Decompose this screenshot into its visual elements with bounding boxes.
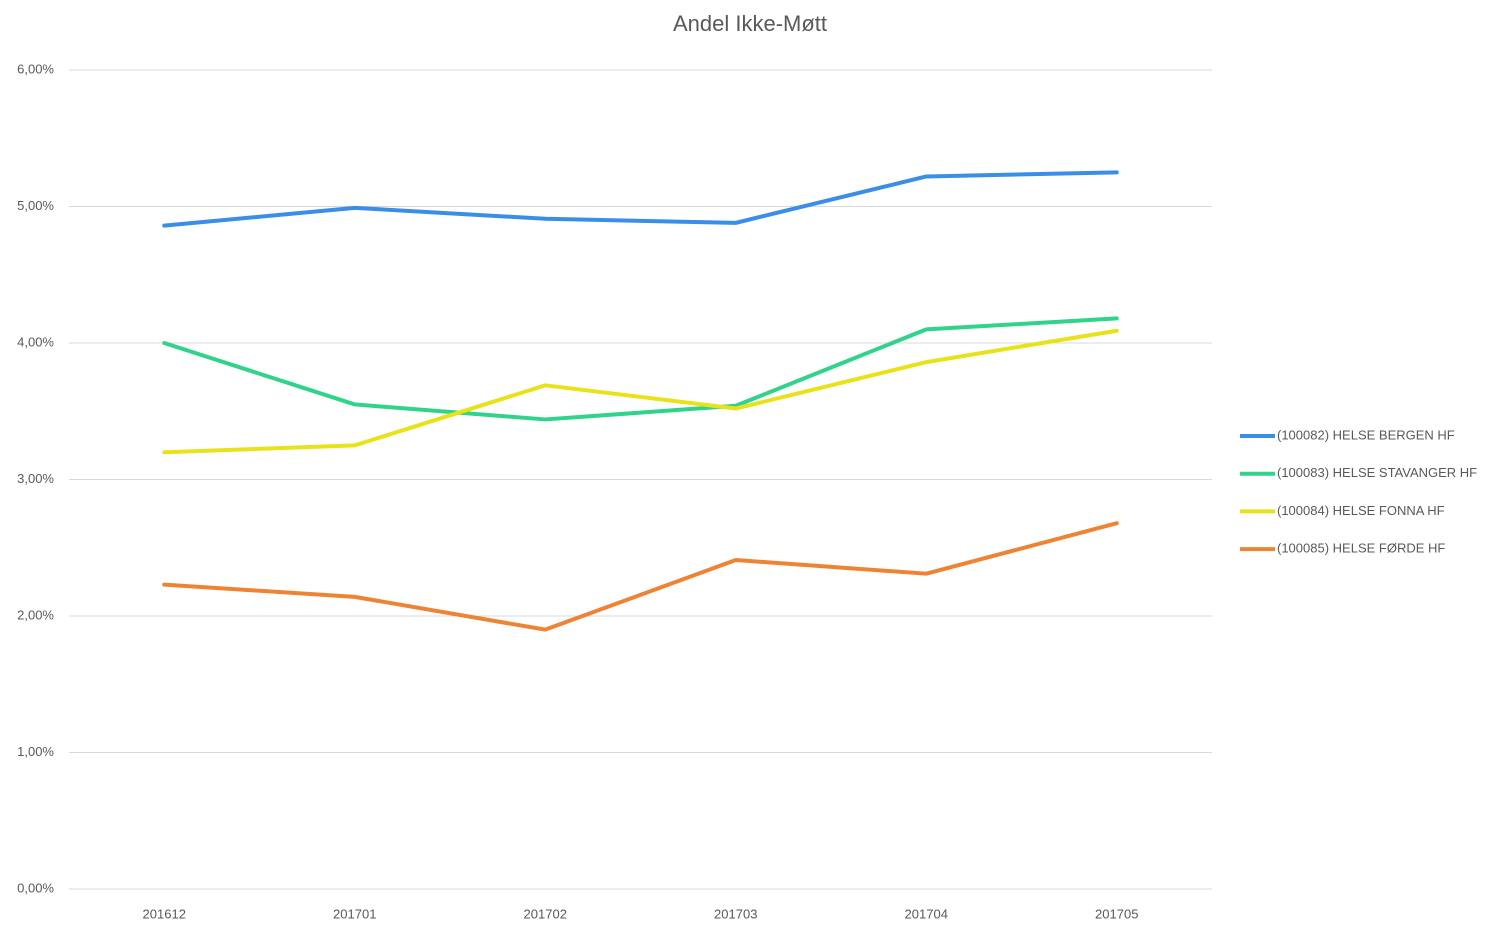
y-tick-label: 0,00% xyxy=(17,880,54,895)
y-tick-label: 1,00% xyxy=(17,744,54,759)
series-line xyxy=(162,170,1119,228)
series-line xyxy=(162,328,1119,455)
y-tick-label: 3,00% xyxy=(17,471,54,486)
y-tick-label: 5,00% xyxy=(17,198,54,213)
x-tick-label: 201701 xyxy=(333,906,376,921)
legend-label: (100085) HELSE FØRDE HF xyxy=(1277,541,1445,556)
y-tick-label: 2,00% xyxy=(17,607,54,622)
legend-label: (100082) HELSE BERGEN HF xyxy=(1277,427,1455,442)
y-tick-label: 4,00% xyxy=(17,334,54,349)
x-tick-label: 201704 xyxy=(905,906,948,921)
x-tick-label: 201705 xyxy=(1095,906,1138,921)
x-tick-label: 201612 xyxy=(143,906,186,921)
x-tick-label: 201703 xyxy=(714,906,757,921)
legend-label: (100083) HELSE STAVANGER HF xyxy=(1277,465,1477,480)
chart-title: Andel Ikke-Møtt xyxy=(673,11,827,36)
x-tick-label: 201702 xyxy=(524,906,567,921)
series-line xyxy=(162,521,1119,632)
series-line xyxy=(162,316,1119,422)
y-tick-label: 6,00% xyxy=(17,61,54,76)
legend-label: (100084) HELSE FONNA HF xyxy=(1277,503,1445,518)
